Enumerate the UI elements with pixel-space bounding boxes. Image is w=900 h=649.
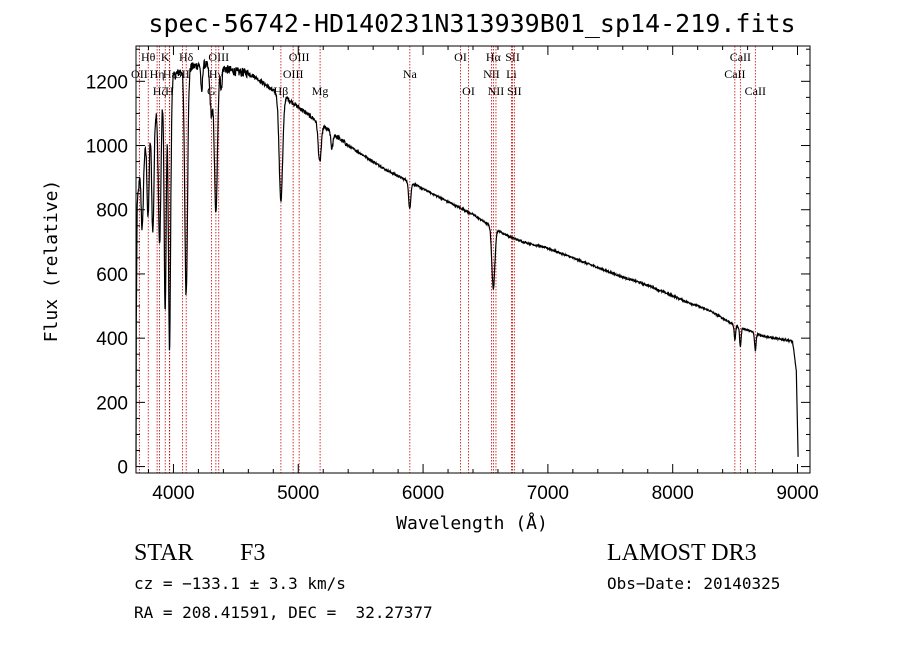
x-tick-label: 9000 xyxy=(776,483,818,504)
marker-label: SII xyxy=(507,84,522,98)
marker-label: Hη xyxy=(150,67,165,81)
axis-ticks: 4000 5000 6000 7000 8000 9000 0 200 400 600 800 100… xyxy=(86,46,819,504)
marker-label: Li xyxy=(506,67,517,81)
marker-label: CaII xyxy=(724,67,745,81)
marker-label: OI xyxy=(454,50,467,64)
marker-label: H xyxy=(165,84,174,98)
marker-label: Mg xyxy=(312,84,329,98)
x-tick-label: 6000 xyxy=(402,483,444,504)
marker-label: Hγ xyxy=(209,67,224,81)
x-tick-label: 5000 xyxy=(277,483,319,504)
marker-label: Hζ xyxy=(153,84,167,98)
y-tick-label: 1000 xyxy=(86,137,128,158)
x-tick-label: 4000 xyxy=(152,483,194,504)
y-tick-label: 400 xyxy=(96,329,128,350)
x-tick-label: 8000 xyxy=(652,483,694,504)
y-tick-label: 800 xyxy=(96,201,128,222)
redshift-cz: cz = −133.1 ± 3.3 km/s xyxy=(134,574,346,593)
marker-label: OII xyxy=(131,67,148,81)
y-axis-label: Flux (relative) xyxy=(41,180,62,343)
marker-label: K xyxy=(161,50,170,64)
y-tick-label: 1200 xyxy=(86,72,128,93)
chart-title: spec-56742-HD140231N313939B01_sp14-219.f… xyxy=(148,9,795,38)
x-tick-label: 7000 xyxy=(527,483,569,504)
object-subclass: F3 xyxy=(240,540,266,566)
plot-frame xyxy=(135,45,811,474)
marker-label: Hα xyxy=(486,50,502,64)
marker-label: CaII xyxy=(745,84,766,98)
x-axis-label: Wavelength (Å) xyxy=(396,512,548,534)
marker-label: NII xyxy=(483,67,500,81)
marker-label: OIII xyxy=(283,67,304,81)
marker-label: Hβ xyxy=(274,84,289,98)
coordinates: RA = 208.41591, DEC = 32.27377 xyxy=(134,603,433,622)
line-markers: OIIHθHηHζKHεHSIIHδGHγOIIIHβOIIIOIIIMgNaO… xyxy=(131,46,766,473)
marker-label: NII xyxy=(488,84,505,98)
marker-label: Hθ xyxy=(141,50,156,64)
marker-label: SII xyxy=(505,50,520,64)
survey-name: LAMOST DR3 xyxy=(607,540,757,566)
spectrum-chart: spec-56742-HD140231N313939B01_sp14-219.f… xyxy=(41,9,819,534)
y-tick-label: 600 xyxy=(96,265,128,286)
marker-label: Na xyxy=(403,67,418,81)
marker-label: Hδ xyxy=(179,50,194,64)
marker-label: OI xyxy=(462,84,475,98)
observation-date: Obs−Date: 20140325 xyxy=(607,574,781,593)
y-tick-label: 0 xyxy=(117,458,128,479)
marker-label: OIII xyxy=(289,50,310,64)
marker-label: CaII xyxy=(730,50,751,64)
spectrum-line xyxy=(135,58,799,467)
y-tick-label: 200 xyxy=(96,393,128,414)
marker-label: OIII xyxy=(208,50,229,64)
marker-label: G xyxy=(207,84,216,98)
object-class: STAR xyxy=(134,540,194,566)
